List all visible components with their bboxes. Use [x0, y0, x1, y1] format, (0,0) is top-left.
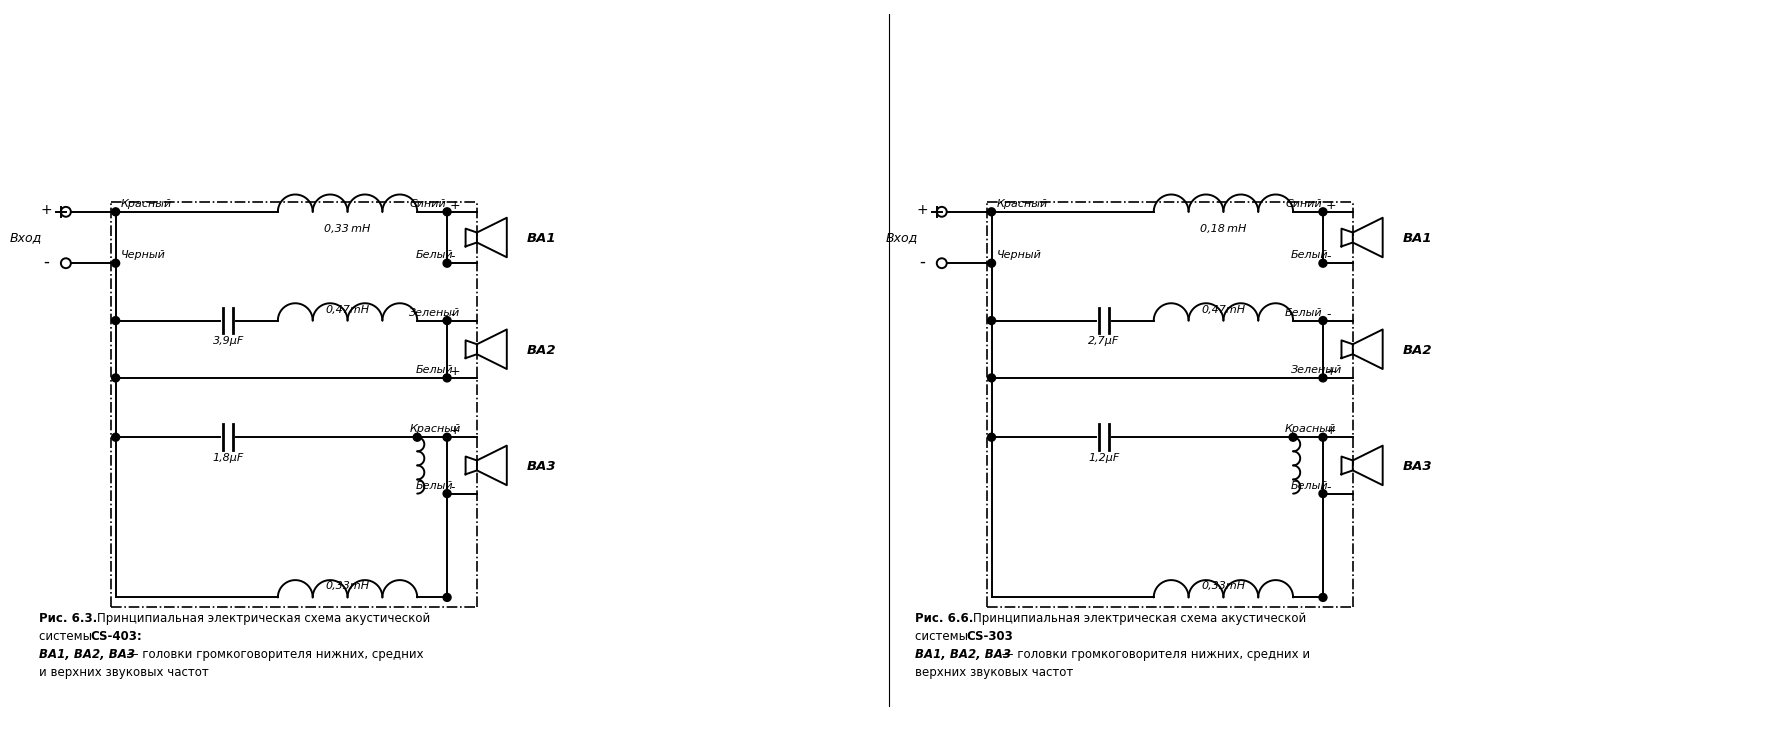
Text: — головки громкоговорителя нижних, средних и: — головки громкоговорителя нижних, средн…	[998, 648, 1311, 661]
Text: Белый: Белый	[1292, 250, 1329, 260]
Text: Белый: Белый	[415, 250, 454, 260]
Text: Черный: Черный	[121, 250, 165, 260]
Text: +: +	[450, 365, 461, 378]
Text: Белый: Белый	[1292, 481, 1329, 491]
Text: BA3: BA3	[527, 460, 557, 474]
Circle shape	[987, 317, 996, 325]
Text: 0,33 mH: 0,33 mH	[324, 223, 370, 234]
Text: 1,8μF: 1,8μF	[212, 453, 244, 463]
Circle shape	[443, 593, 452, 602]
Text: -: -	[43, 252, 48, 270]
Text: +: +	[1325, 424, 1336, 437]
Text: BA1, BA2, BA3: BA1, BA2, BA3	[39, 648, 135, 661]
Text: +: +	[450, 199, 461, 212]
Text: -: -	[1325, 250, 1331, 263]
Text: Красный: Красный	[996, 199, 1048, 209]
Text: 0,33mH: 0,33mH	[326, 582, 370, 591]
Text: Зеленый: Зеленый	[1292, 365, 1343, 375]
Circle shape	[112, 208, 119, 216]
Circle shape	[112, 317, 119, 325]
Text: 0,33mH: 0,33mH	[1201, 582, 1245, 591]
Text: Черный: Черный	[996, 250, 1041, 260]
Text: Принципиальная электрическая схема акустической: Принципиальная электрическая схема акуст…	[96, 612, 431, 625]
Text: +: +	[450, 424, 461, 437]
Text: 0,18 mH: 0,18 mH	[1201, 223, 1247, 234]
Text: Синий: Синий	[409, 199, 447, 209]
Text: 1,2μF: 1,2μF	[1089, 453, 1119, 463]
Text: Красный: Красный	[121, 199, 173, 209]
Text: Вход: Вход	[886, 231, 918, 244]
Text: Синий: Синий	[1284, 199, 1322, 209]
Circle shape	[987, 434, 996, 441]
Circle shape	[1318, 259, 1327, 267]
Text: -: -	[920, 252, 925, 270]
Text: 2,7μF: 2,7μF	[1089, 336, 1119, 346]
Text: BA2: BA2	[1402, 344, 1432, 357]
Text: Зеленый: Зеленый	[409, 308, 461, 317]
Text: BA3: BA3	[1402, 460, 1432, 474]
Text: 0,47mH: 0,47mH	[326, 305, 370, 314]
Text: Красный: Красный	[1284, 424, 1336, 434]
Text: системы: системы	[39, 630, 96, 643]
Text: -: -	[450, 480, 455, 494]
Text: BA1: BA1	[527, 232, 557, 246]
Circle shape	[413, 434, 422, 441]
Circle shape	[1318, 593, 1327, 602]
Circle shape	[1318, 434, 1327, 441]
Circle shape	[987, 208, 996, 216]
Text: +: +	[1325, 199, 1336, 212]
Text: CS-403:: CS-403:	[91, 630, 142, 643]
Circle shape	[1318, 208, 1327, 216]
Text: BA2: BA2	[527, 344, 557, 357]
Circle shape	[987, 259, 996, 267]
Text: +: +	[1325, 365, 1336, 378]
Circle shape	[443, 374, 452, 382]
Text: 0,47mH: 0,47mH	[1201, 305, 1245, 314]
Text: +: +	[916, 203, 927, 217]
Text: Белый: Белый	[415, 481, 454, 491]
Circle shape	[443, 259, 452, 267]
Text: BA1, BA2, BA3: BA1, BA2, BA3	[914, 648, 1010, 661]
Circle shape	[443, 208, 452, 216]
Text: +: +	[41, 203, 52, 217]
Circle shape	[1318, 490, 1327, 497]
Text: Красный: Красный	[409, 424, 461, 434]
Circle shape	[1290, 434, 1297, 441]
Circle shape	[112, 434, 119, 441]
Circle shape	[1318, 374, 1327, 382]
Text: -: -	[1325, 308, 1331, 320]
Circle shape	[443, 490, 452, 497]
Text: Принципиальная электрическая схема акустической: Принципиальная электрическая схема акуст…	[973, 612, 1306, 625]
Text: 3,9μF: 3,9μF	[212, 336, 244, 346]
Text: Белый: Белый	[1284, 308, 1324, 317]
Circle shape	[1318, 317, 1327, 325]
Text: верхних звуковых частот: верхних звуковых частот	[914, 666, 1073, 679]
Circle shape	[443, 317, 452, 325]
Text: Рис. 6.6.: Рис. 6.6.	[914, 612, 973, 625]
Text: — головки громкоговорителя нижних, средних: — головки громкоговорителя нижних, средн…	[123, 648, 423, 661]
Text: и верхних звуковых частот: и верхних звуковых частот	[39, 666, 208, 679]
Text: BA1: BA1	[1402, 232, 1432, 246]
Text: системы: системы	[914, 630, 971, 643]
Circle shape	[987, 374, 996, 382]
Text: -: -	[450, 308, 455, 320]
Circle shape	[112, 259, 119, 267]
Circle shape	[443, 434, 452, 441]
Text: -: -	[450, 250, 455, 263]
Circle shape	[112, 374, 119, 382]
Text: Белый: Белый	[415, 365, 454, 375]
Text: Рис. 6.3.: Рис. 6.3.	[39, 612, 98, 625]
Text: CS-303: CS-303	[966, 630, 1014, 643]
Text: Вход: Вход	[11, 231, 43, 244]
Text: -: -	[1325, 480, 1331, 494]
